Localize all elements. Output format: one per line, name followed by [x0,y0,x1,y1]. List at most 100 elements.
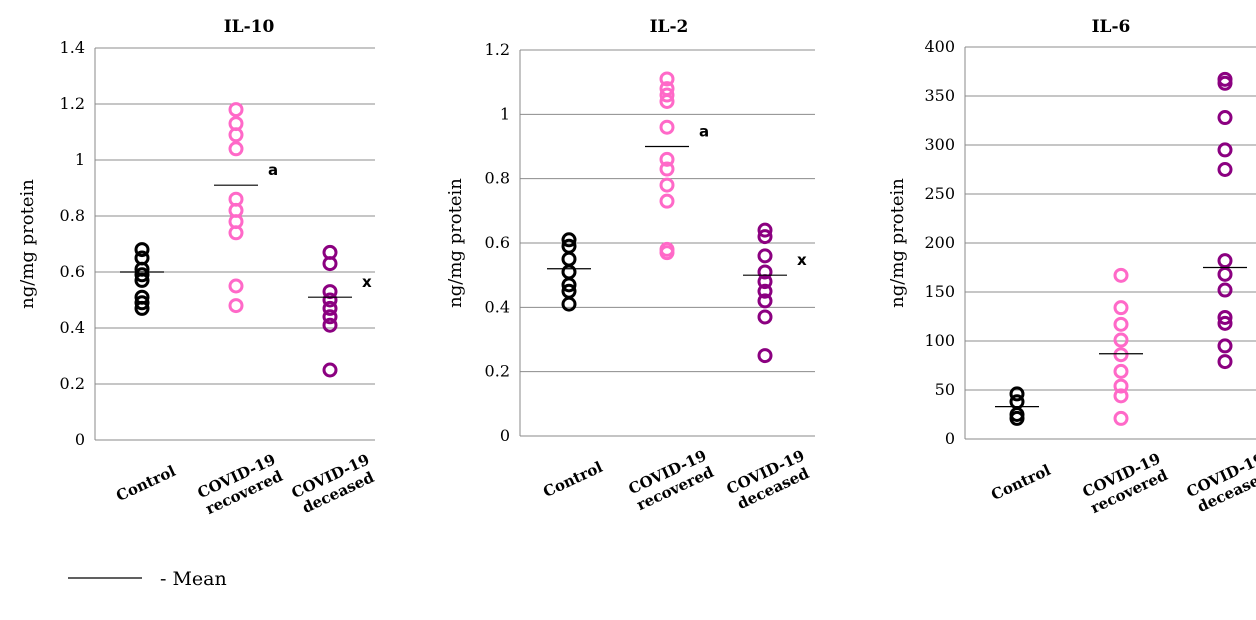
x-tick-label: Control [540,458,605,501]
significance-annotation: x [362,273,372,291]
data-point [659,241,675,257]
legend: - Mean [68,568,227,590]
y-tick-label: 1 [75,150,85,169]
y-tick-label: 350 [924,86,955,105]
data-point [134,295,150,311]
data-point [134,267,150,283]
y-tick-label: 0.6 [60,262,85,281]
chart-title: IL-6 [1092,17,1131,37]
y-tick-label: 100 [924,331,955,350]
x-tick-label: COVID-19recovered [1080,449,1171,517]
y-tick-label: 150 [924,282,955,301]
x-tick-label: COVID-19recovered [626,446,717,514]
y-tick-label: 300 [924,135,955,154]
x-tick-label: COVID-19deceased [724,446,815,514]
y-tick-label: 0.8 [485,169,510,188]
data-point [659,119,675,135]
data-point [1113,332,1129,348]
data-point [1217,309,1233,325]
data-point [757,283,773,299]
data-point [322,300,338,316]
data-point [1113,267,1129,283]
data-point [1217,71,1233,87]
x-tick-label: Control [988,461,1053,504]
data-point [561,283,577,299]
data-point [1113,316,1129,332]
data-point [757,248,773,264]
chart-panel-0: IL-10 ng/mg protein 0 0.2 0.4 0.6 0.8 1 1.2 1.4 Co… [17,17,380,518]
data-point [134,289,150,305]
y-tick-label: 1 [500,104,510,123]
y-tick-label: 0 [500,426,510,445]
data-point [1217,266,1233,282]
y-tick-label: 0.2 [60,374,85,393]
data-point [228,116,244,132]
data-point [561,238,577,254]
data-point [757,222,773,238]
y-tick-label: 1.2 [485,40,510,59]
data-point [322,309,338,325]
data-point [1113,410,1129,426]
y-tick-label: 0.4 [60,318,85,337]
data-point [322,317,338,333]
data-point [659,161,675,177]
data-point [228,278,244,294]
chart-panel-2: IL-6 ng/mg protein 0 50 100 150 200 250 300 350 40… [887,17,1256,517]
data-point [659,71,675,87]
chart-title: IL-10 [224,17,275,37]
data-point [322,292,338,308]
y-axis-label: ng/mg protein [445,178,466,308]
data-point [1009,386,1025,402]
y-tick-label: 50 [935,380,955,399]
data-point [1217,253,1233,269]
data-point [659,151,675,167]
data-point [757,293,773,309]
data-point [1113,300,1129,316]
data-point [757,348,773,364]
chart-title: IL-2 [650,17,689,37]
data-point [1217,315,1233,331]
data-point [1113,347,1129,363]
data-point [1217,354,1233,370]
y-axis-label: ng/mg protein [887,178,908,308]
data-point [1217,282,1233,298]
data-point [1113,363,1129,379]
y-tick-label: 0 [945,429,955,448]
data-point [757,309,773,325]
legend-mean-label: - Mean [160,568,227,590]
data-point [322,284,338,300]
y-tick-label: 1.2 [60,94,85,113]
y-tick-label: 0.6 [485,233,510,252]
y-axis-label: ng/mg protein [17,179,38,309]
data-point [561,251,577,267]
data-point [134,250,150,266]
y-tick-label: 0.2 [485,362,510,381]
x-tick-label: COVID-19deceased [289,450,380,518]
significance-annotation: x [797,251,807,269]
data-point [1217,338,1233,354]
data-point [659,87,675,103]
x-tick-label: COVID-19recovered [195,450,286,518]
data-point [1217,162,1233,177]
data-point [561,296,577,312]
data-point [561,264,577,280]
data-point [659,177,675,193]
data-point [659,193,675,209]
x-tick-label: Control [113,462,178,505]
y-tick-label: 200 [924,233,955,252]
data-point [322,244,338,260]
data-point [757,264,773,280]
significance-annotation: a [699,123,709,141]
significance-annotation: a [268,161,278,179]
data-point [228,102,244,118]
data-point [659,81,675,97]
data-point [1009,394,1025,410]
data-point [228,191,244,207]
data-point [322,362,338,378]
data-point [1113,378,1129,394]
y-tick-label: 1.4 [60,38,85,57]
y-tick-label: 0.4 [485,297,510,316]
data-point [1113,388,1129,404]
data-point [228,298,244,314]
